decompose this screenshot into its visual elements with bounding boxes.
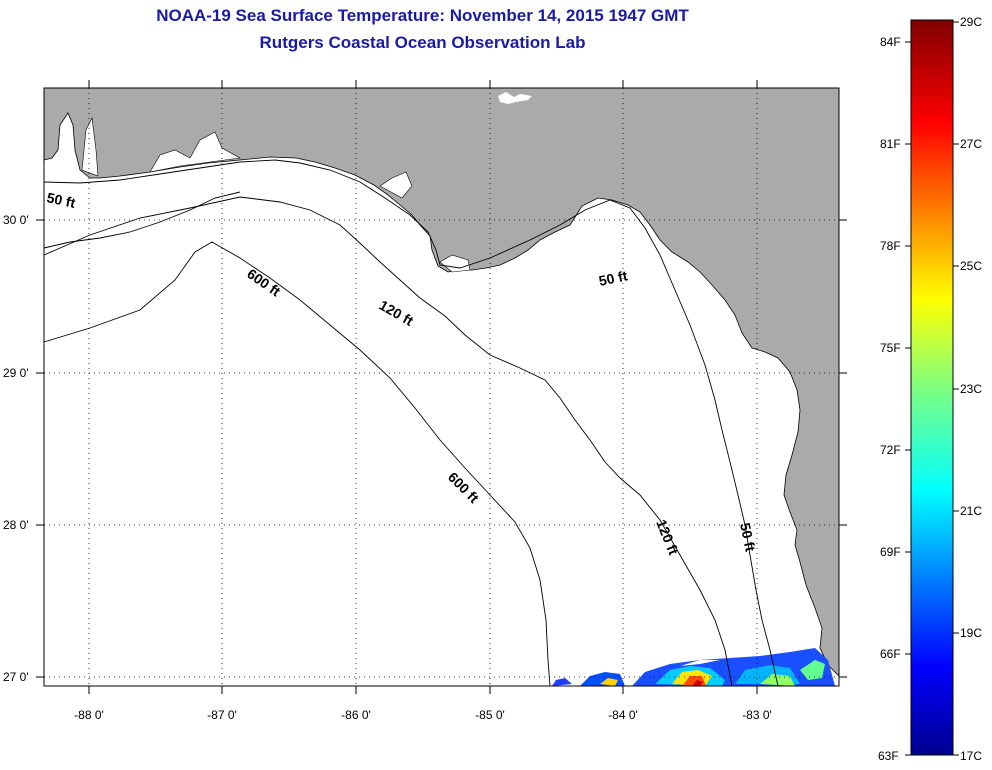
map-title: NOAA-19 Sea Surface Temperature: Novembe… xyxy=(156,6,689,25)
map-frame xyxy=(43,87,840,687)
colorbar-f-label: 66F xyxy=(880,647,901,661)
lon-label: -87 0' xyxy=(207,708,237,722)
contour-label-50ft-east: 50 ft xyxy=(597,267,629,289)
lat-label: 30 0' xyxy=(3,213,29,227)
lon-label: -88 0' xyxy=(74,708,104,722)
colorbar-f-label: 69F xyxy=(880,545,901,559)
contour-120ft xyxy=(43,196,733,687)
colorbar-c-label: 21C xyxy=(960,504,982,518)
colorbar-f-label: 72F xyxy=(880,443,901,457)
contour-label-50ft-south: 50 ft xyxy=(737,521,759,553)
colorbar-c-label: 29C xyxy=(960,15,982,29)
contour-lines xyxy=(43,159,779,687)
colorbar-gradient xyxy=(910,19,954,756)
lat-label: 29 0' xyxy=(3,366,29,380)
land-mass xyxy=(43,87,840,677)
colorbar-c-label: 27C xyxy=(960,137,982,151)
contour-600ft xyxy=(43,241,551,687)
pensacola-bays xyxy=(149,131,241,173)
colorbar-f-label: 84F xyxy=(880,35,901,49)
lat-label: 27 0' xyxy=(3,670,29,684)
colorbar-f-label: 81F xyxy=(880,137,901,151)
contour-west-shelf xyxy=(43,191,241,249)
colorbar-f-label: 78F xyxy=(880,239,901,253)
colorbar-c-label: 25C xyxy=(960,259,982,273)
mobile-bay xyxy=(81,116,99,177)
lon-label: -84 0' xyxy=(608,708,638,722)
axis-ticks xyxy=(36,80,847,694)
lon-label: -86 0' xyxy=(341,708,371,722)
lon-label: -85 0' xyxy=(475,708,505,722)
map-subtitle: Rutgers Coastal Ocean Observation Lab xyxy=(259,33,586,52)
contour-50ft xyxy=(43,159,779,687)
colorbar-f-label: 75F xyxy=(880,341,901,355)
colorbar-f-label: 63F xyxy=(878,749,899,763)
colorbar-c-label: 23C xyxy=(960,382,982,396)
lat-label: 28 0' xyxy=(3,518,29,532)
st-andrew-bay xyxy=(379,171,413,199)
colorbar-c-label: 17C xyxy=(960,749,982,763)
sst-data-swath xyxy=(552,648,835,686)
colorbar: 84F 81F 78F 75F 72F 69F 66F 63F 29C 27C … xyxy=(878,15,982,763)
contour-label-50ft-west: 50 ft xyxy=(45,189,77,211)
lake-patch xyxy=(498,92,532,104)
colorbar-c-label: 19C xyxy=(960,626,982,640)
lon-label: -83 0' xyxy=(742,708,772,722)
